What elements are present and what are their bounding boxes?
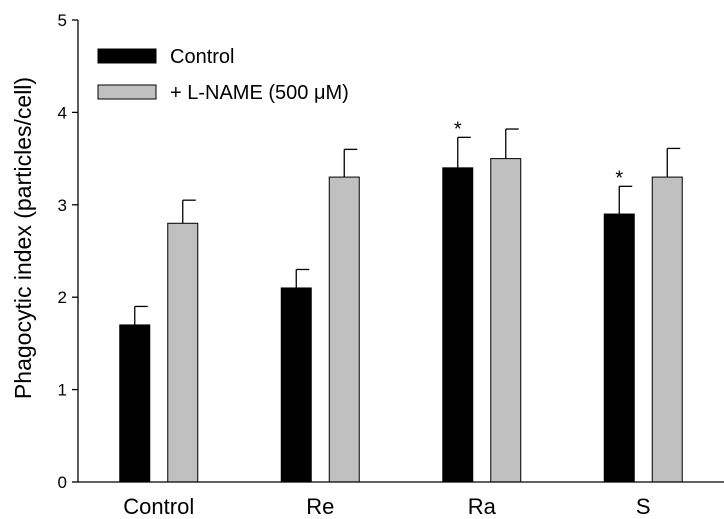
x-tick-label: Re: [306, 494, 334, 519]
significance-marker: *: [615, 167, 623, 189]
bar: [442, 167, 474, 483]
y-tick-label: 4: [58, 103, 67, 122]
x-axis: Control Re Ra S: [78, 481, 724, 519]
bar: [119, 324, 151, 483]
y-tick-label: 5: [58, 11, 67, 30]
bar: [490, 158, 522, 483]
y-tick-label: 2: [58, 288, 67, 307]
y-axis: 0 1 2 3 4 5: [58, 11, 79, 492]
bar-series: **: [119, 118, 683, 483]
x-tick-label: S: [636, 494, 651, 519]
bar: [603, 213, 635, 483]
bar: [651, 176, 683, 483]
y-axis-label: Phagocytic index (particles/cell): [10, 77, 36, 399]
y-tick-label: 0: [58, 473, 67, 492]
x-tick-label: Control: [123, 494, 194, 519]
bar: [167, 222, 199, 483]
bar: [280, 287, 312, 483]
legend-swatch-lname: [97, 84, 157, 100]
significance-marker: *: [454, 118, 462, 140]
legend-label-control: Control: [170, 46, 234, 68]
legend: Control + L-NAME (500 μM): [97, 46, 349, 104]
legend-label-lname: + L-NAME (500 μM): [170, 82, 349, 104]
legend-swatch-control: [97, 48, 157, 64]
bar: [328, 176, 360, 483]
x-tick-label: Ra: [468, 494, 497, 519]
y-tick-label: 1: [58, 381, 67, 400]
y-tick-label: 3: [58, 196, 67, 215]
